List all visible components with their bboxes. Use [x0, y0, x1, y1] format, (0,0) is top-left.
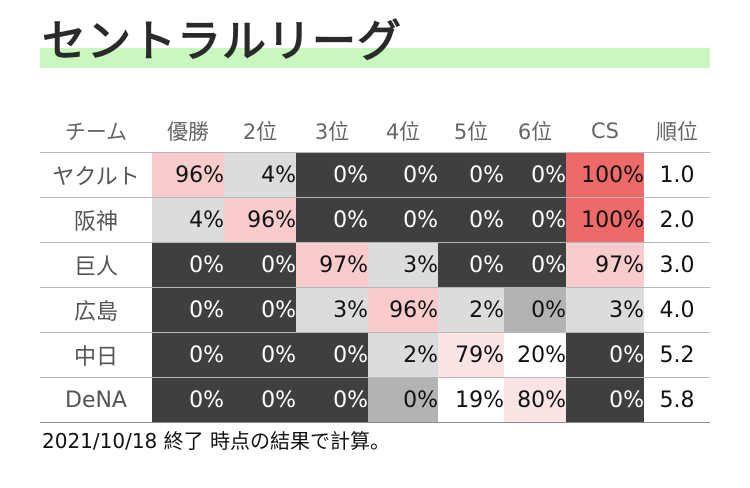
team-name: ヤクルト	[52, 165, 140, 190]
cell-2nd: 0%	[224, 377, 296, 423]
cell-2nd: 96%	[224, 197, 296, 243]
cell-cs: 100%	[566, 152, 644, 198]
cell-3rd: 3%	[296, 287, 368, 333]
cell-5th: 2%	[438, 287, 504, 333]
header-2nd: 2位	[242, 120, 278, 144]
cell-2nd: 0%	[224, 242, 296, 288]
cell-4th: 0%	[368, 152, 438, 198]
standings-table: チーム 優勝 2位 3位 4位 5位 6位 CS 順位 ? ヤクルト 96% 4…	[40, 110, 710, 423]
header-3rd: 3位	[314, 120, 350, 144]
header-team: チーム	[64, 120, 128, 144]
cell-cs: 0%	[566, 332, 644, 378]
team-name: 中日	[73, 345, 118, 370]
team-name: 阪神	[73, 210, 118, 235]
calculation-note: 2021/10/18 終了 時点の結果で計算。	[42, 429, 390, 453]
cell-champion: 0%	[152, 242, 224, 288]
cell-rank: 2.0	[659, 207, 695, 233]
cell-4th: 3%	[368, 242, 438, 288]
cell-champion: 0%	[152, 287, 224, 333]
cell-5th: 0%	[438, 152, 504, 198]
team-name: DeNA	[65, 387, 127, 413]
cell-5th: 79%	[438, 332, 504, 378]
cell-rank: 5.8	[659, 387, 695, 413]
cell-rank: 4.0	[659, 297, 695, 323]
cell-champion: 96%	[152, 152, 224, 198]
cell-rank: 1.0	[659, 162, 695, 188]
cell-6th: 0%	[504, 197, 566, 243]
cell-4th: 2%	[368, 332, 438, 378]
header-row: チーム 優勝 2位 3位 4位 5位 6位 CS 順位 ?	[40, 110, 710, 153]
cell-4th: 0%	[368, 197, 438, 243]
cell-5th: 0%	[438, 242, 504, 288]
cell-champion: 4%	[152, 197, 224, 243]
table-row: DeNA 0% 0% 0% 0% 19% 80% 0% 5.8	[40, 377, 710, 423]
cell-2nd: 4%	[224, 152, 296, 198]
cell-6th: 0%	[504, 242, 566, 288]
cell-3rd: 0%	[296, 332, 368, 378]
team-name: 巨人	[73, 255, 118, 280]
cell-2nd: 0%	[224, 287, 296, 333]
cell-3rd: 97%	[296, 242, 368, 288]
cell-4th: 96%	[368, 287, 438, 333]
cell-3rd: 0%	[296, 197, 368, 243]
header-6th: 6位	[517, 120, 553, 144]
cell-3rd: 0%	[296, 377, 368, 423]
header-5th: 5位	[453, 120, 489, 144]
cell-2nd: 0%	[224, 332, 296, 378]
table-row: 巨人 0% 0% 97% 3% 0% 0% 97% 3.0	[40, 242, 710, 288]
cell-5th: 0%	[438, 197, 504, 243]
table-row: ヤクルト 96% 4% 0% 0% 0% 0% 100% 1.0	[40, 152, 710, 198]
cell-cs: 3%	[566, 287, 644, 333]
page-title: セントラルリーグ	[42, 16, 402, 67]
cell-rank: 3.0	[659, 252, 695, 278]
title-block: セントラルリーグ	[40, 12, 710, 72]
cell-4th: 0%	[368, 377, 438, 423]
cell-champion: 0%	[152, 377, 224, 423]
cell-champion: 0%	[152, 332, 224, 378]
cell-6th: 0%	[504, 287, 566, 333]
table-row: 広島 0% 0% 3% 96% 2% 0% 3% 4.0	[40, 287, 710, 333]
cell-cs: 100%	[566, 197, 644, 243]
cell-6th: 0%	[504, 152, 566, 198]
table-row: 中日 0% 0% 0% 2% 79% 20% 0% 5.2	[40, 332, 710, 378]
header-cs: CS	[591, 119, 619, 143]
cell-6th: 80%	[504, 377, 566, 423]
cell-3rd: 0%	[296, 152, 368, 198]
cell-cs: 0%	[566, 377, 644, 423]
cell-cs: 97%	[566, 242, 644, 288]
cell-6th: 20%	[504, 332, 566, 378]
table-row: 阪神 4% 96% 0% 0% 0% 0% 100% 2.0	[40, 197, 710, 243]
cell-5th: 19%	[438, 377, 504, 423]
header-rank: 順位	[656, 120, 698, 144]
title-highlight-band	[40, 48, 710, 68]
header-champion: 優勝	[167, 120, 209, 144]
header-4th: 4位	[385, 120, 421, 144]
cell-rank: 5.2	[659, 342, 695, 368]
team-name: 広島	[73, 300, 118, 325]
